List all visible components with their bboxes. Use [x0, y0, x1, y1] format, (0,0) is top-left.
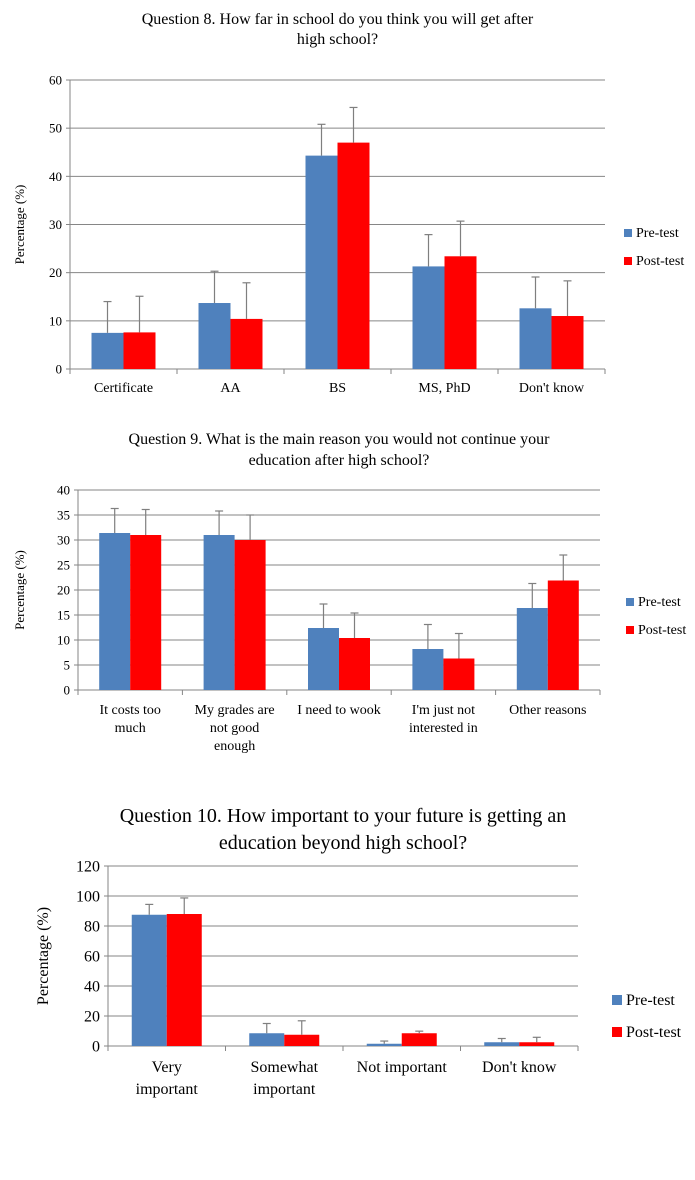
bar-post-test — [444, 256, 477, 369]
y-tick-label: 60 — [84, 949, 100, 966]
y-tick-label: 35 — [57, 508, 70, 523]
y-tick-label: 0 — [56, 362, 63, 377]
y-tick-label: 40 — [84, 979, 100, 996]
legend-swatch — [624, 229, 632, 237]
legend-label: Post-test — [636, 254, 684, 269]
y-tick-label: 25 — [57, 558, 70, 573]
legend-swatch — [624, 257, 632, 265]
legend: Pre-test Post-test — [624, 226, 684, 269]
y-axis-label: Percentage (%) — [12, 185, 27, 265]
y-tick-label: 30 — [49, 217, 62, 232]
bar-pre-test — [412, 266, 445, 369]
chart-title-line: education beyond high school? — [219, 832, 467, 854]
y-tick-label: 15 — [57, 608, 70, 623]
y-tick-label: 80 — [84, 919, 100, 936]
y-tick-label: 0 — [64, 683, 71, 698]
bar-post-test — [339, 638, 370, 690]
bar-pre-test — [366, 1043, 402, 1046]
x-tick-label: AA — [220, 381, 241, 396]
chart-title-line: Question 9. What is the main reason you … — [129, 431, 551, 448]
x-tick-label: Don't know — [519, 381, 585, 396]
bar-pre-test — [131, 914, 167, 1046]
chart-1: Question 8. How far in school do you thi… — [12, 11, 684, 396]
x-tick-label: much — [115, 721, 146, 736]
bar-pre-test — [203, 535, 235, 690]
bar-pre-test — [516, 608, 548, 690]
x-tick-label: enough — [214, 739, 255, 754]
y-tick-label: 0 — [92, 1039, 100, 1056]
legend-label: Pre-test — [636, 226, 679, 241]
x-tick-label: Not important — [357, 1059, 448, 1076]
y-tick-label: 20 — [84, 1009, 100, 1026]
chart-title-line: Question 8. How far in school do you thi… — [142, 11, 534, 28]
x-tick-label: Somewhat — [250, 1059, 318, 1076]
x-tick-label: not good — [210, 721, 259, 736]
x-tick-label: It costs too — [99, 703, 160, 718]
bar-pre-test — [412, 649, 444, 690]
bar-pre-test — [198, 303, 231, 369]
y-tick-label: 20 — [49, 265, 62, 280]
x-tick-label: Other reasons — [509, 703, 586, 718]
legend-swatch — [626, 626, 634, 634]
chart-2: Question 9. What is the main reason you … — [12, 431, 686, 754]
bar-post-test — [519, 1042, 555, 1046]
y-axis-label: Percentage (%) — [12, 550, 27, 630]
bar-post-test — [547, 580, 579, 690]
bar-post-test — [234, 540, 266, 690]
bar-post-test — [166, 914, 202, 1046]
x-tick-label: My grades are — [195, 703, 275, 718]
bar-post-test — [123, 332, 156, 369]
bar-post-test — [443, 658, 475, 690]
bar-post-test — [401, 1033, 437, 1046]
bar-pre-test — [249, 1033, 285, 1046]
legend: Pre-test Post-test — [626, 595, 686, 638]
legend-label: Pre-test — [626, 992, 675, 1009]
x-tick-label: Don't know — [482, 1059, 557, 1076]
legend: Pre-test Post-test — [612, 992, 682, 1041]
legend-swatch — [612, 995, 622, 1005]
legend-label: Pre-test — [638, 595, 681, 610]
x-tick-label: BS — [329, 381, 346, 396]
bar-post-test — [551, 316, 584, 369]
legend-label: Post-test — [638, 623, 686, 638]
chart-3: Question 10. How important to your futur… — [35, 805, 682, 1098]
bar-pre-test — [308, 628, 339, 690]
y-tick-label: 100 — [76, 889, 100, 906]
legend-label: Post-test — [626, 1024, 682, 1041]
y-axis-label: Percentage (%) — [35, 907, 52, 1005]
y-tick-label: 20 — [57, 583, 70, 598]
bar-pre-test — [484, 1042, 520, 1046]
x-tick-label: I'm just not — [412, 703, 475, 718]
x-tick-label: Very — [152, 1059, 182, 1076]
bar-post-test — [337, 142, 370, 369]
x-tick-label: important — [136, 1081, 199, 1098]
x-tick-label: interested in — [409, 721, 478, 736]
chart-title-line: Question 10. How important to your futur… — [120, 805, 567, 827]
y-tick-label: 120 — [76, 859, 100, 876]
x-tick-label: Certificate — [94, 381, 153, 396]
y-tick-label: 5 — [64, 658, 71, 673]
bar-pre-test — [99, 533, 131, 690]
chart-title-line: education after high school? — [249, 452, 430, 469]
y-tick-label: 30 — [57, 533, 70, 548]
y-tick-label: 60 — [49, 73, 62, 88]
bar-pre-test — [519, 308, 552, 369]
x-tick-label: I need to wook — [297, 703, 381, 718]
y-tick-label: 40 — [49, 169, 62, 184]
y-tick-label: 50 — [49, 121, 62, 136]
chart-title-line: high school? — [297, 31, 378, 48]
legend-swatch — [612, 1027, 622, 1037]
y-tick-label: 10 — [57, 633, 70, 648]
x-tick-label: important — [253, 1081, 316, 1098]
bar-post-test — [130, 535, 162, 690]
bar-pre-test — [305, 155, 338, 369]
y-tick-label: 40 — [57, 483, 70, 498]
bar-post-test — [230, 318, 263, 369]
x-tick-label: MS, PhD — [418, 381, 470, 396]
legend-swatch — [626, 598, 634, 606]
y-tick-label: 10 — [49, 313, 62, 328]
bar-post-test — [284, 1034, 320, 1046]
bar-pre-test — [91, 332, 124, 369]
